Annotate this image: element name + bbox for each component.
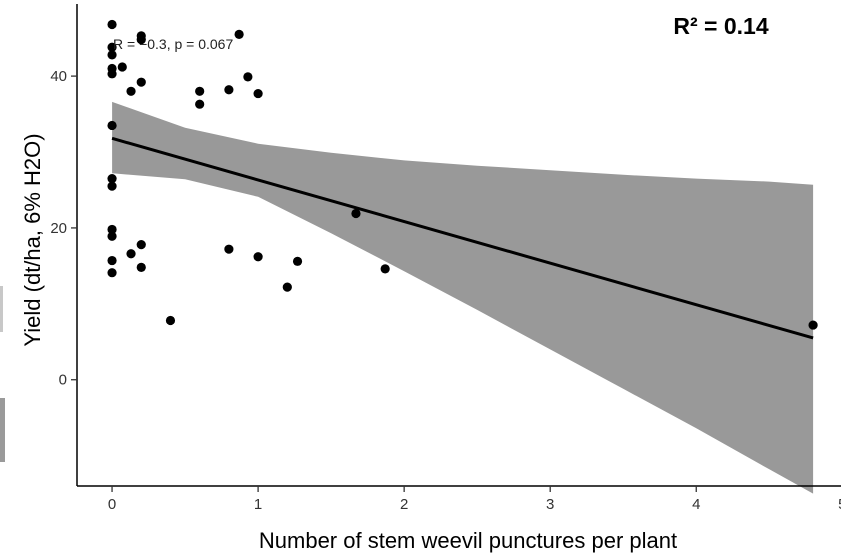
correlation-label: R = −0.3, p = 0.067 (113, 36, 233, 52)
data-point (107, 50, 117, 60)
data-point (107, 224, 117, 235)
data-point (136, 262, 146, 272)
data-point (107, 231, 117, 241)
cropped-axis-fragment (0, 286, 3, 332)
data-point (107, 268, 117, 278)
data-point (253, 88, 263, 99)
data-point (351, 208, 361, 219)
y-tick-label: 20 (50, 220, 67, 237)
axes-layer: 0 1 2 3 4 5 0 20 40 (50, 4, 841, 513)
data-point (117, 62, 127, 72)
data-point (107, 19, 117, 30)
x-tick-label: 3 (546, 496, 554, 513)
data-point (253, 252, 263, 262)
r-squared-label: R² = 0.14 (673, 13, 768, 39)
y-axis-title: Yield (dt/ha, 6% H2O) (20, 133, 45, 346)
fit-line-layer (111, 136, 814, 340)
data-point (107, 173, 117, 184)
data-point (126, 86, 136, 96)
data-point (107, 42, 117, 52)
data-point (380, 264, 390, 274)
data-point (224, 85, 234, 95)
data-point (292, 256, 303, 266)
points-layer (107, 19, 818, 330)
x-tick-label: 1 (254, 496, 262, 513)
y-tick-label: 0 (59, 372, 67, 389)
data-point (107, 181, 117, 191)
x-axis-title: Number of stem weevil punctures per plan… (259, 528, 677, 553)
data-point (107, 120, 117, 131)
data-point (243, 72, 253, 82)
data-point (136, 240, 146, 250)
data-point (136, 77, 146, 87)
confidence-band (112, 101, 814, 494)
data-point (195, 86, 205, 96)
y-tick-label: 40 (50, 68, 67, 85)
data-point (195, 99, 205, 109)
data-point (808, 320, 818, 330)
x-tick-label: 0 (108, 496, 116, 513)
data-point (224, 244, 234, 254)
data-point (126, 249, 136, 259)
data-point (136, 35, 146, 45)
data-point (282, 282, 292, 292)
confidence-band-layer (112, 101, 814, 494)
x-tick-label: 5 (838, 496, 841, 513)
cropped-panel-fragment (0, 398, 5, 462)
data-point (107, 255, 117, 266)
data-point (165, 315, 176, 326)
x-tick-label: 4 (692, 496, 700, 513)
regression-line (111, 136, 814, 340)
x-tick-label: 2 (400, 496, 408, 513)
data-point (234, 29, 244, 39)
data-point (107, 69, 117, 79)
